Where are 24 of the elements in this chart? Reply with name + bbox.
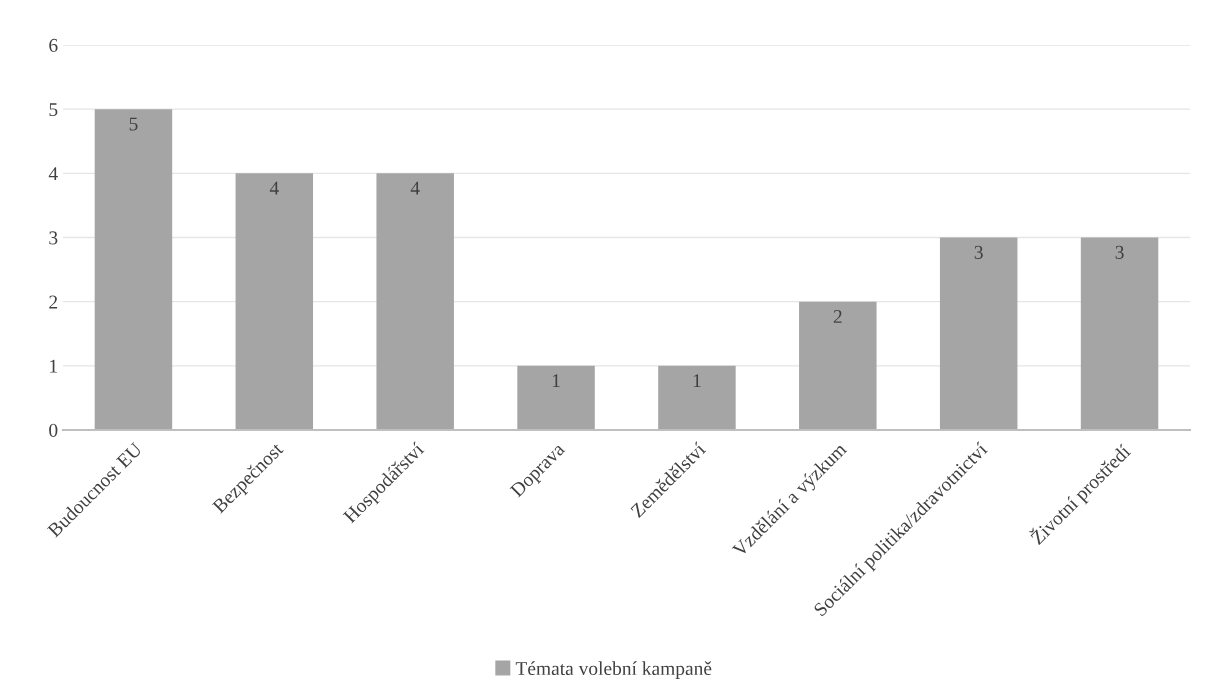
data-label: 4 [269, 181, 279, 195]
data-label: 1 [693, 374, 701, 388]
data-label: 1 [552, 374, 560, 388]
y-tick-label: 2 [49, 295, 58, 309]
data-label: 3 [1115, 245, 1124, 259]
y-tick-label: 6 [49, 38, 58, 52]
bar [939, 237, 1018, 430]
bar [517, 365, 595, 430]
bar [1080, 237, 1159, 430]
data-label: 3 [974, 245, 983, 259]
bar [376, 173, 454, 430]
y-tick-label: 5 [49, 103, 58, 117]
y-tick-label: 1 [50, 359, 57, 373]
y-tick-label: 4 [48, 167, 58, 181]
data-label: 4 [410, 181, 420, 195]
bar [235, 173, 314, 430]
y-tick-label: 3 [49, 231, 58, 245]
y-tick-label: 0 [49, 423, 58, 437]
data-label: 2 [833, 309, 842, 323]
data-label: 5 [129, 117, 138, 131]
bar [799, 301, 877, 430]
bar [658, 365, 736, 430]
legend-label: Témata volební kampaně [515, 661, 712, 679]
bar [94, 109, 173, 430]
